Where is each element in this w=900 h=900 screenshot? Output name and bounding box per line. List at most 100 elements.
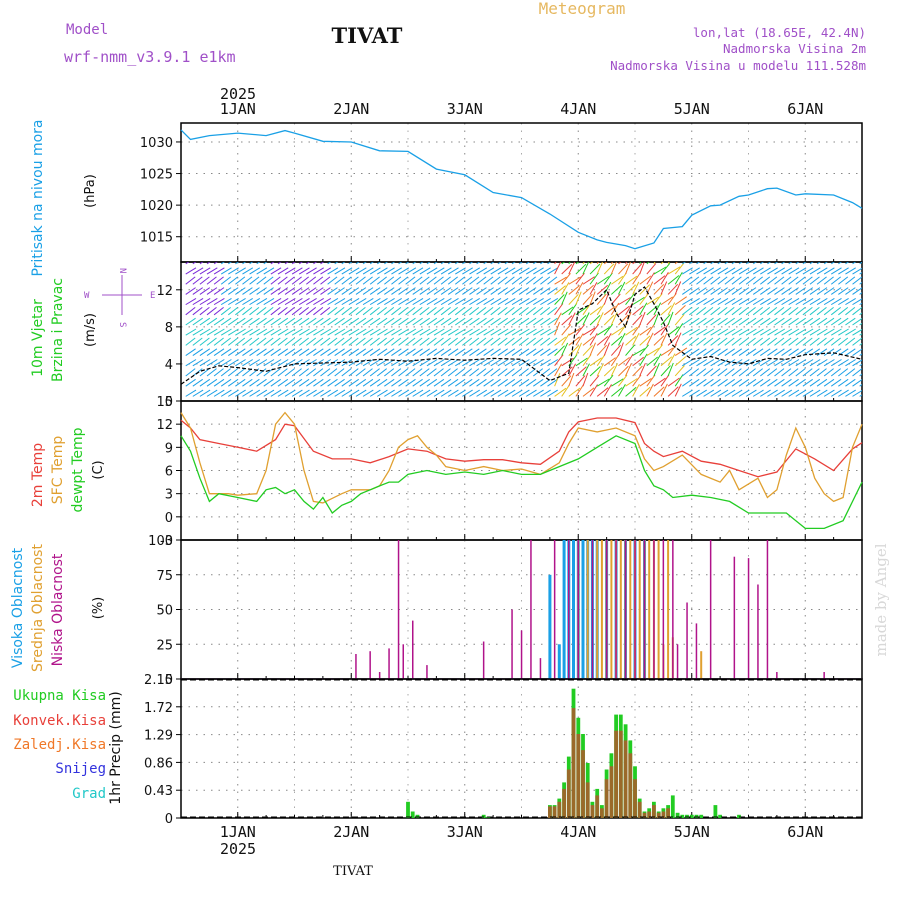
wind-barb (206, 389, 218, 397)
top-day-label: 2JAN (333, 100, 369, 118)
wind-barb (830, 389, 842, 397)
wind-barb (809, 287, 821, 295)
wind-barb (270, 262, 275, 265)
wind-barb (277, 337, 288, 346)
wind-barb (256, 262, 261, 265)
wind-barb (767, 267, 778, 275)
wind-barb (320, 368, 331, 377)
wind-barb (291, 297, 303, 306)
wind-barb (774, 328, 786, 336)
precip-bar (680, 814, 685, 818)
cloud-bar (638, 540, 641, 679)
wind-barb (419, 378, 430, 387)
wind-barb (476, 337, 487, 346)
wind-barb (256, 276, 267, 285)
wind-barb (391, 378, 402, 387)
wind-barb (724, 307, 735, 316)
cloud-bar (553, 540, 556, 679)
wind-barb (689, 317, 700, 326)
wind-barb (334, 287, 345, 295)
wind-barb (433, 348, 445, 357)
cloud-bar (397, 540, 400, 679)
wind-barb (490, 378, 501, 387)
wind-barb (391, 276, 402, 285)
wind-barb (518, 297, 530, 306)
wind-barb (483, 378, 494, 387)
wind-barb (809, 267, 821, 275)
wind-barb (242, 276, 253, 285)
wind-barb (540, 359, 551, 367)
wind-barb (398, 267, 410, 275)
wind-barb (816, 378, 828, 387)
wind-barb (767, 337, 778, 346)
cloud-bar (634, 540, 636, 679)
precip-bar (571, 708, 576, 818)
wind-barb (682, 359, 693, 367)
wind-barb (610, 262, 618, 275)
wind-barb (277, 262, 282, 265)
wind-barb (440, 378, 452, 387)
wind-barb (774, 359, 786, 367)
wind-barb (788, 348, 799, 357)
wind-barb (348, 378, 359, 387)
wind-barb (412, 307, 423, 316)
wind-barb (483, 267, 495, 275)
wind-barb (306, 337, 317, 346)
bottom-day-label: 3JAN (447, 823, 483, 841)
wind-barb (717, 307, 728, 316)
wind-barb (589, 375, 600, 387)
wind-barb (603, 323, 614, 336)
wind-barb (263, 337, 274, 346)
wind-barb (376, 368, 388, 377)
wind-barb (419, 297, 431, 306)
cloud-bar (548, 574, 552, 680)
wind-barb (781, 317, 792, 326)
wind-barb (284, 378, 296, 387)
wind-barb (483, 389, 495, 397)
wind-barb (596, 284, 609, 295)
wind-barb (760, 359, 771, 367)
wind-barb (391, 368, 402, 377)
wind-barb (447, 307, 459, 316)
wind-barb (405, 348, 416, 357)
wind-barb (213, 307, 224, 316)
wind-barb (455, 267, 466, 275)
wind-barb (369, 317, 381, 326)
wind-barb (845, 378, 856, 387)
wind-barb (490, 297, 502, 306)
precip-bar (595, 795, 600, 818)
wind-barb (256, 359, 268, 367)
wind-barb (228, 359, 239, 367)
wind-barb (398, 337, 409, 346)
wind-barb (596, 293, 607, 305)
wind-barb (610, 302, 620, 316)
wind-barb (774, 389, 785, 397)
wind-barb (306, 317, 317, 326)
wind-barb (646, 356, 659, 367)
wind-ylabel-1: 10m Vjetar (30, 299, 46, 377)
y-tick-label: 12 (156, 418, 173, 433)
wind-barb (674, 305, 686, 316)
wind-barb (298, 359, 310, 367)
wind-barb (767, 276, 778, 285)
wind-barb (376, 262, 381, 265)
wind-barb (618, 365, 629, 377)
cloud-bar (624, 540, 627, 679)
wind-barb (341, 297, 353, 306)
wind-barb (561, 324, 572, 336)
wind-barb (483, 276, 494, 285)
wind-barb (483, 368, 494, 377)
wind-barb (752, 378, 764, 387)
precip-bar (666, 808, 670, 818)
wind-barb (242, 328, 253, 336)
wind-barb (355, 276, 366, 285)
wind-barb (462, 378, 473, 387)
wind-barb (568, 262, 576, 275)
wind-barb (518, 389, 530, 397)
wind-barb (632, 281, 640, 295)
wind-barb (199, 267, 211, 275)
wind-barb (220, 276, 232, 285)
wind-barb (384, 262, 388, 265)
wind-barb (320, 378, 331, 387)
wind-barb (802, 317, 814, 326)
